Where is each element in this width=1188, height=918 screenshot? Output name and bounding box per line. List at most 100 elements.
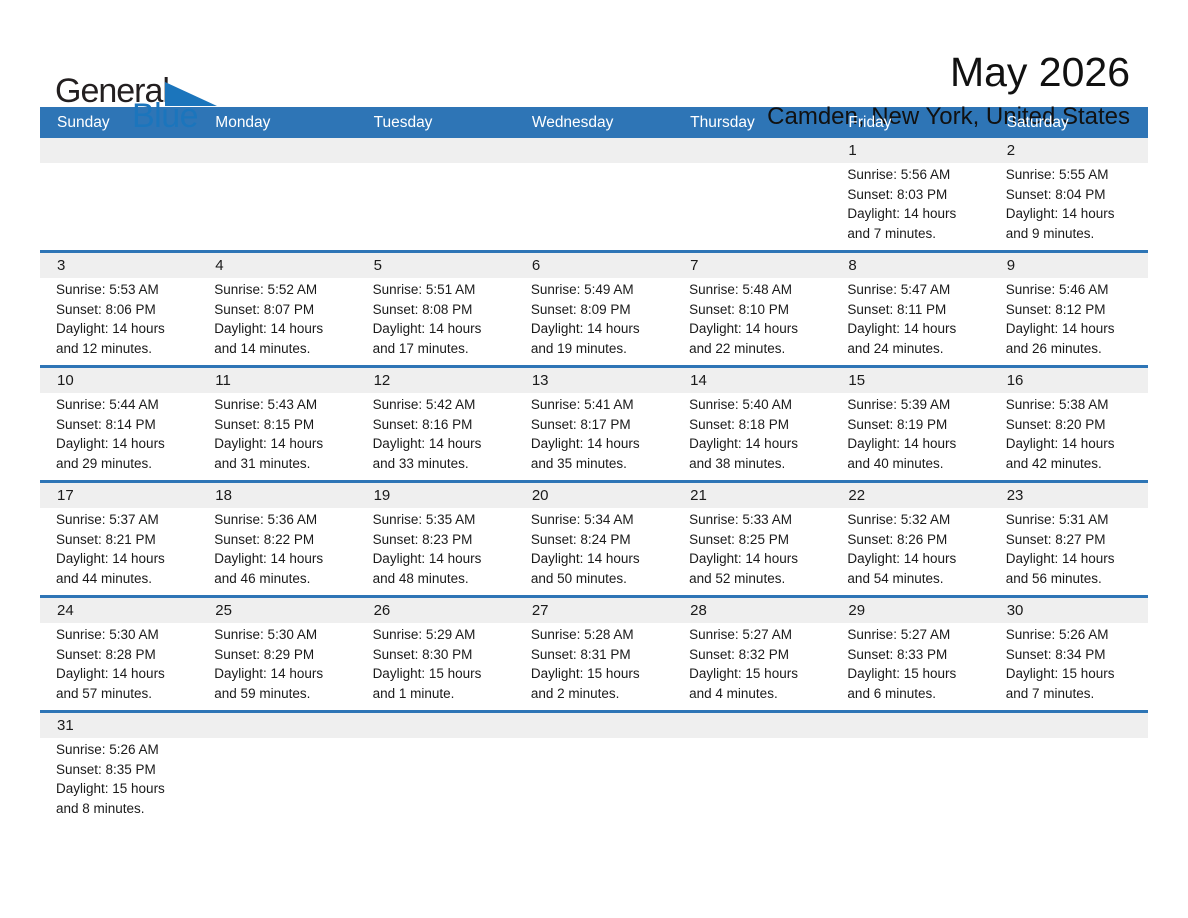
day-cell: Sunrise: 5:46 AM Sunset: 8:12 PM Daylight:… bbox=[990, 278, 1148, 365]
sunrise-line: Sunrise: 5:44 AM bbox=[56, 397, 159, 412]
daylight-line: Daylight: 14 hours and 38 minutes. bbox=[689, 436, 798, 471]
daylight-line: Daylight: 14 hours and 40 minutes. bbox=[847, 436, 957, 471]
sunrise-line: Sunrise: 5:56 AM bbox=[847, 167, 951, 182]
day-number-cell: 7 bbox=[690, 257, 699, 274]
sunset-line: Sunset: 8:35 PM bbox=[56, 761, 156, 777]
daylight-line: Daylight: 15 hours and 6 minutes. bbox=[847, 666, 957, 701]
calendar-week-row: 31 Sunrise: 5:26 AM Sunset: 8:35 PM Dayligh… bbox=[40, 710, 1148, 825]
day-cell: Sunrise: 5:36 AM Sunset: 8:22 PM Daylight:… bbox=[198, 508, 356, 595]
sunrise-line: Sunrise: 5:52 AM bbox=[214, 282, 318, 297]
sunrise-line: Sunrise: 5:28 AM bbox=[530, 627, 634, 642]
day-number-cell: 19 bbox=[373, 487, 391, 504]
weekday-header-cell: Tuesday bbox=[373, 113, 433, 131]
day-cell: Sunrise: 5:33 AM Sunset: 8:25 PM Daylight:… bbox=[673, 508, 831, 595]
weekday-header-cell: Thursday bbox=[690, 113, 755, 131]
daylight-line: Daylight: 14 hours and 14 minutes. bbox=[214, 321, 324, 356]
empty-day-cell bbox=[515, 163, 673, 250]
sunrise-line: Sunrise: 5:27 AM bbox=[689, 627, 792, 642]
daylight-line: Daylight: 14 hours and 29 minutes. bbox=[56, 436, 165, 471]
calendar-week-row: 24 25 26 27 28 29 30 Sunrise: 5:30 AM Sunset: 8:… bbox=[40, 595, 1148, 710]
day-number-cell: 9 bbox=[1006, 257, 1016, 274]
day-cell: Sunrise: 5:31 AM Sunset: 8:27 PM Daylight:… bbox=[990, 508, 1148, 595]
logo-general-text: General bbox=[55, 72, 170, 110]
day-cell: Sunrise: 5:44 AM Sunset: 8:14 PM Daylight:… bbox=[40, 393, 198, 480]
sunrise-line: Sunrise: 5:32 AM bbox=[847, 512, 951, 527]
week-day-number-band: 31 bbox=[40, 713, 1148, 738]
sunset-line: Sunset: 8:23 PM bbox=[372, 531, 473, 547]
sunset-line: Sunset: 8:15 PM bbox=[214, 416, 315, 432]
day-number-cell: 26 bbox=[373, 602, 391, 619]
calendar-week-row: 1 2 Sunrise: 5:56 AM Sunset: 8:03 PM Dayligh… bbox=[40, 138, 1148, 250]
sunset-line: Sunset: 8:16 PM bbox=[372, 416, 473, 432]
daylight-line: Daylight: 15 hours and 8 minutes. bbox=[56, 781, 165, 816]
sunrise-line: Sunrise: 5:34 AM bbox=[530, 512, 634, 527]
sunrise-line: Sunrise: 5:48 AM bbox=[689, 282, 792, 297]
daylight-line: Daylight: 14 hours and 35 minutes. bbox=[530, 436, 640, 471]
day-cell: Sunrise: 5:56 AM Sunset: 8:03 PM Daylight:… bbox=[831, 163, 989, 250]
sunrise-line: Sunrise: 5:42 AM bbox=[372, 397, 476, 412]
day-number-cell: 20 bbox=[531, 487, 549, 504]
sunset-line: Sunset: 8:31 PM bbox=[530, 646, 631, 662]
sunset-line: Sunset: 8:11 PM bbox=[847, 301, 947, 317]
week-day-number-band: 17 18 19 20 21 22 23 bbox=[40, 483, 1148, 508]
weekday-header-cell: Friday bbox=[848, 113, 892, 131]
sunrise-line: Sunrise: 5:53 AM bbox=[56, 282, 159, 297]
weekday-header-cell: Sunday bbox=[57, 113, 110, 131]
daylight-line: Daylight: 14 hours and 52 minutes. bbox=[689, 551, 798, 586]
week-content-row: Sunrise: 5:30 AM Sunset: 8:28 PM Daylight:… bbox=[40, 623, 1148, 710]
sunset-line: Sunset: 8:30 PM bbox=[372, 646, 473, 662]
empty-day-cell bbox=[198, 738, 356, 825]
sunset-line: Sunset: 8:06 PM bbox=[56, 301, 156, 317]
day-number-cell: 16 bbox=[1006, 372, 1024, 389]
week-content-row: Sunrise: 5:37 AM Sunset: 8:21 PM Daylight:… bbox=[40, 508, 1148, 595]
empty-day-cell bbox=[40, 163, 198, 250]
day-number-cell: 8 bbox=[848, 257, 857, 274]
daylight-line: Daylight: 14 hours and 59 minutes. bbox=[214, 666, 324, 701]
day-cell: Sunrise: 5:52 AM Sunset: 8:07 PM Daylight:… bbox=[198, 278, 356, 365]
day-number-cell: 3 bbox=[57, 257, 66, 274]
day-cell: Sunrise: 5:48 AM Sunset: 8:10 PM Daylight:… bbox=[673, 278, 831, 365]
daylight-line: Daylight: 14 hours and 46 minutes. bbox=[214, 551, 324, 586]
sunrise-line: Sunrise: 5:31 AM bbox=[1005, 512, 1109, 527]
day-number-cell: 15 bbox=[848, 372, 866, 389]
daylight-line: Daylight: 14 hours and 54 minutes. bbox=[847, 551, 957, 586]
week-content-row: Sunrise: 5:56 AM Sunset: 8:03 PM Daylight:… bbox=[40, 163, 1148, 250]
daylight-line: Daylight: 15 hours and 7 minutes. bbox=[1005, 666, 1115, 701]
empty-day-cell bbox=[673, 163, 831, 250]
sunset-line: Sunset: 8:04 PM bbox=[1005, 186, 1106, 202]
title-block: May 2026 Camden, New York, United States bbox=[767, 49, 1130, 132]
day-cell: Sunrise: 5:28 AM Sunset: 8:31 PM Daylight:… bbox=[515, 623, 673, 710]
empty-day-cell bbox=[515, 738, 673, 825]
sunset-line: Sunset: 8:27 PM bbox=[1005, 531, 1106, 547]
sunrise-line: Sunrise: 5:39 AM bbox=[847, 397, 951, 412]
empty-day-cell bbox=[831, 738, 989, 825]
empty-day-cell bbox=[357, 738, 515, 825]
calendar-table: Sunday Monday Tuesday Wednesday Thursday Frid… bbox=[40, 107, 1148, 825]
sunrise-line: Sunrise: 5:41 AM bbox=[530, 397, 634, 412]
sunset-line: Sunset: 8:25 PM bbox=[689, 531, 789, 547]
sunset-line: Sunset: 8:10 PM bbox=[689, 301, 789, 317]
week-day-number-band: 24 25 26 27 28 29 30 bbox=[40, 598, 1148, 623]
sunrise-line: Sunrise: 5:37 AM bbox=[56, 512, 159, 527]
sunset-line: Sunset: 8:12 PM bbox=[1005, 301, 1106, 317]
day-number-cell: 1 bbox=[848, 142, 857, 159]
day-number-cell: 29 bbox=[848, 602, 866, 619]
sunset-line: Sunset: 8:18 PM bbox=[689, 416, 789, 432]
page-subtitle: Camden, New York, United States bbox=[767, 103, 1130, 131]
daylight-line: Daylight: 14 hours and 57 minutes. bbox=[56, 666, 165, 701]
daylight-line: Daylight: 14 hours and 24 minutes. bbox=[847, 321, 957, 356]
week-day-number-band: 10 11 12 13 14 15 16 bbox=[40, 368, 1148, 393]
logo-triangle-icon bbox=[164, 82, 217, 106]
daylight-line: Daylight: 14 hours and 33 minutes. bbox=[372, 436, 482, 471]
day-number-cell: 14 bbox=[690, 372, 707, 389]
day-cell: Sunrise: 5:26 AM Sunset: 8:35 PM Daylight:… bbox=[40, 738, 198, 825]
page-header: General Blue May 2026 Camden, New York, … bbox=[0, 0, 1188, 133]
daylight-line: Daylight: 14 hours and 31 minutes. bbox=[214, 436, 324, 471]
day-number-cell: 6 bbox=[531, 257, 541, 274]
sunset-line: Sunset: 8:08 PM bbox=[372, 301, 473, 317]
sunrise-line: Sunrise: 5:27 AM bbox=[847, 627, 951, 642]
sunset-line: Sunset: 8:28 PM bbox=[56, 646, 156, 662]
weekday-header-cell: Saturday bbox=[1006, 113, 1069, 131]
day-number-cell: 4 bbox=[215, 257, 224, 274]
brand-logo[interactable]: General Blue bbox=[55, 74, 217, 133]
